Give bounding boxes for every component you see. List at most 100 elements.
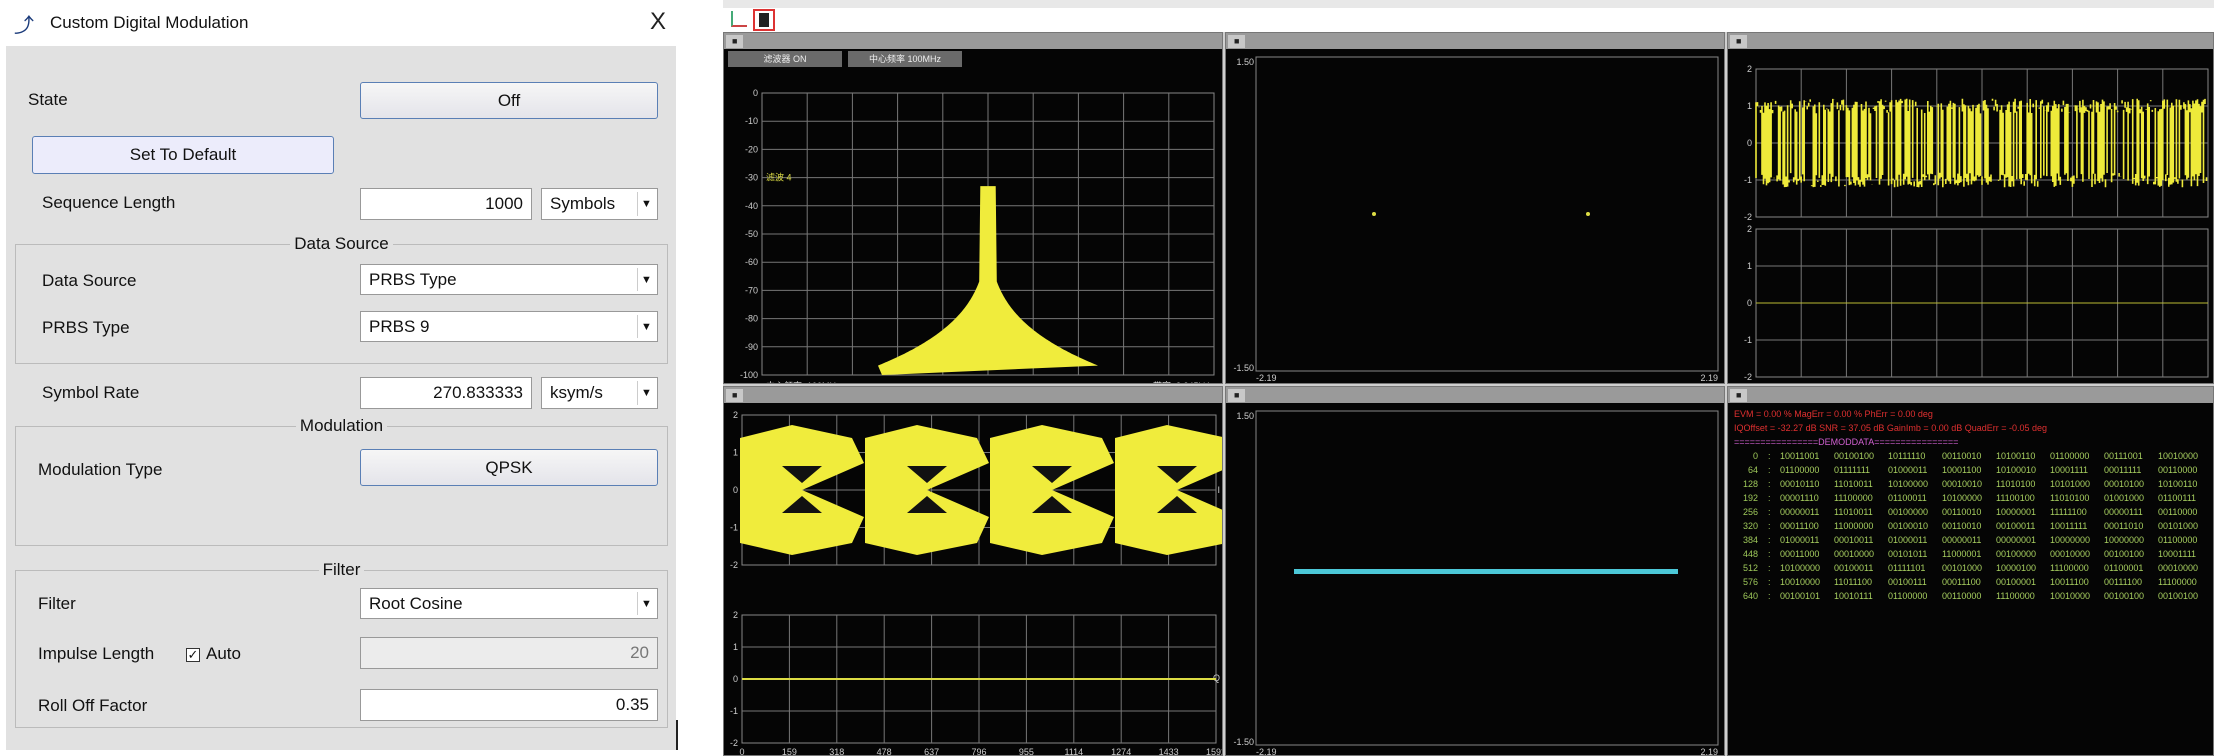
demod-header: ================DEMODDATA===============… [1734,437,1958,447]
demod-bits: 11100000 [2158,577,2197,587]
impulse-length-label: Impulse Length [38,644,154,664]
demod-bits: 00111001 [2104,451,2143,461]
vector-grid-frame [1256,411,1718,745]
y-tick-label: 1 [733,642,738,652]
sequence-length-label: Sequence Length [42,193,175,213]
demod-bits: 00010110 [1780,479,1819,489]
prbs-type-select[interactable]: PRBS 9 ▼ [360,311,658,342]
chevron-down-icon: ▼ [637,592,655,615]
x-tick-label: 796 [971,747,986,755]
demod-bits: 00100111 [1888,577,1927,587]
symbol-rate-input[interactable]: 270.833333 [360,377,532,409]
state-button[interactable]: Off [360,82,658,119]
sequence-length-input[interactable]: 1000 [360,188,532,220]
impulse-length-input[interactable]: 20 [360,637,658,669]
demod-bits: 10011001 [1780,451,1819,461]
y-tick-label: -90 [745,342,758,352]
panel-tab[interactable]: ■ [1228,35,1245,48]
demod-bits: 01100111 [2158,493,2196,503]
demod-results-panel: ■ EVM = 0.00 % MagErr = 0.00 % PhErr = 0.… [1727,386,2214,756]
data-source-label: Data Source [42,271,137,291]
filter-select[interactable]: Root Cosine ▼ [360,588,658,619]
demod-bits: 10111110 [1888,451,1925,461]
dialog-title: Custom Digital Modulation [50,13,248,33]
highlighted-tool-button[interactable] [753,9,775,31]
y-tick-label: -2 [1744,372,1752,382]
demod-bits: 00100001 [1996,577,2036,587]
iq-time-panel: ■210-1-2210-1-20645129019352580322538694… [1727,32,2214,384]
demod-bits: 10100000 [1942,493,1982,503]
sequence-unit-value: Symbols [550,194,615,214]
demod-bits: 00100100 [1834,451,1874,461]
panel-tab[interactable]: ■ [726,35,743,48]
close-icon[interactable]: X [650,8,666,36]
y-tick-label: 0 [733,485,738,495]
symbol-rate-unit-select[interactable]: ksym/s ▼ [541,377,658,409]
demod-bits: 00010000 [2158,563,2198,573]
demod-bits: 10000001 [1996,507,2036,517]
panel-tab[interactable]: ■ [1228,389,1245,402]
demod-bits: 00011111 [2104,465,2141,475]
demod-bits: 00101011 [1888,549,1927,559]
y-tick-label: 0 [753,88,758,98]
y-tick-label: -2 [1744,212,1752,222]
sequence-unit-select[interactable]: Symbols ▼ [541,188,658,220]
demod-bits: 00100100 [2158,591,2198,601]
vector-trace [1294,569,1678,574]
demod-bits: 10100110 [2158,479,2197,489]
x-tick-label: 637 [924,747,939,755]
auto-checkbox[interactable]: ✓ Auto [186,644,241,664]
chart-icon[interactable] [731,11,747,27]
demod-bits: 01100000 [1780,465,1819,475]
demod-bits: 01000011 [1888,535,1927,545]
y-top-label: 1.50 [1236,411,1254,421]
panel-tab[interactable]: ■ [726,389,743,402]
data-source-select[interactable]: PRBS Type ▼ [360,264,658,295]
row-sep: : [1768,535,1771,545]
spectrum-tab-label: 中心频率 100MHz [869,53,942,64]
y-tick-label: 2 [733,610,738,620]
chevron-down-icon: ▼ [637,381,655,405]
chevron-down-icon: ▼ [637,192,655,216]
plot: 221100-1-1-2-2IQ0 159 318 478 637 796 955 1114 1… [724,403,1222,755]
y-tick-label: -40 [745,201,758,211]
x-tick-label: 0 [739,747,744,755]
x-tick-label: 159 [782,747,797,755]
vector-panel: ■ 1.50 -1.50 -2.19 2.19 [1225,386,1725,756]
demod-bits: 11111100 [2050,507,2087,517]
data-source-value: PRBS Type [369,270,457,290]
row-sep: : [1768,465,1771,475]
demod-bits: 01111101 [1888,563,1925,573]
plot: EVM = 0.00 % MagErr = 0.00 % PhErr = 0.0… [1728,403,2213,755]
panel-tab[interactable]: ■ [1730,35,1747,48]
demod-bits: 00011000 [1780,549,1819,559]
eye-diagram-panel: ■ 2 2 1 1 0 0 -1 -1 -2 -2 I Q 0 159 318 478 637 796 955 1114… [723,386,1223,756]
row-sep: : [1768,591,1771,601]
demod-bits: 10011100 [2050,577,2089,587]
y-tick-label: -1 [730,706,738,716]
custom-digital-modulation-dialog: ⤴ Custom Digital Modulation X State Off … [0,0,676,756]
modulation-group-title: Modulation [296,416,387,435]
demod-bits: 01100001 [2104,563,2143,573]
row-sep: : [1768,521,1771,531]
x-right-label: 2.19 [1700,747,1718,755]
demod-bits: 10010111 [1834,591,1873,601]
modulation-type-button[interactable]: QPSK [360,449,658,486]
set-to-default-button[interactable]: Set To Default [32,136,334,174]
state-label: State [28,90,68,110]
panel-tab[interactable]: ■ [1730,389,1747,402]
document-icon [759,13,769,27]
y-tick-label: -2 [730,560,738,570]
demod-bits: 11100000 [2050,563,2089,573]
plot: 滤波器 ON 中心频率 100MHz0-10-20-30-40-50-60-70-… [724,49,1222,383]
roll-off-factor-input[interactable]: 0.35 [360,689,658,721]
y-tick-label: 0 [733,674,738,684]
demod-bits: 00010010 [1942,479,1982,489]
demod-bits: 01100000 [1888,591,1927,601]
evm-line: EVM = 0.00 % MagErr = 0.00 % PhErr = 0.0… [1734,409,1933,419]
row-sep: : [1768,563,1771,573]
demod-bits: 00011100 [1942,577,1981,587]
y-tick-label: -1 [730,523,738,533]
y-tick-label: -20 [745,144,758,154]
filter-group-title: Filter [319,560,365,579]
